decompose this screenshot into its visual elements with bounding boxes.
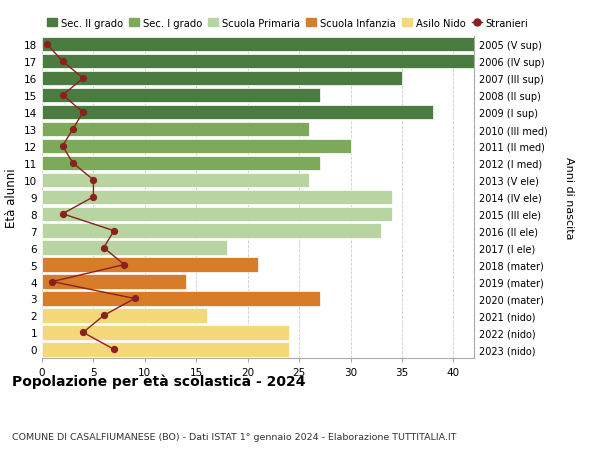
Y-axis label: Anni di nascita: Anni di nascita [564,156,574,239]
Bar [42,140,350,154]
Bar [42,123,310,137]
Text: Popolazione per età scolastica - 2024: Popolazione per età scolastica - 2024 [12,373,305,388]
Point [79,75,88,83]
Point [68,160,77,167]
Point [119,261,129,269]
Point [58,92,67,100]
Point [89,177,98,184]
Bar [42,258,258,272]
Point [79,329,88,336]
Bar [42,241,227,255]
Bar [42,72,402,86]
Bar [42,325,289,340]
Point [58,58,67,66]
Point [47,278,57,285]
Legend: Sec. II grado, Sec. I grado, Scuola Primaria, Scuola Infanzia, Asilo Nido, Stran: Sec. II grado, Sec. I grado, Scuola Prim… [47,18,529,28]
Point [109,228,119,235]
Point [130,295,139,302]
Bar [42,157,320,171]
Bar [42,55,474,69]
Bar [42,190,392,205]
Bar [42,342,289,357]
Bar [42,207,392,221]
Bar [42,38,474,52]
Bar [42,89,320,103]
Bar [42,106,433,120]
Point [109,346,119,353]
Point [58,143,67,150]
Point [99,245,109,252]
Y-axis label: Età alunni: Età alunni [5,168,19,227]
Bar [42,275,186,289]
Bar [42,291,320,306]
Point [79,109,88,117]
Bar [42,308,206,323]
Bar [42,224,382,238]
Point [68,126,77,134]
Point [43,41,52,49]
Text: COMUNE DI CASALFIUMANESE (BO) - Dati ISTAT 1° gennaio 2024 - Elaborazione TUTTIT: COMUNE DI CASALFIUMANESE (BO) - Dati IST… [12,431,457,441]
Point [58,211,67,218]
Point [89,194,98,201]
Point [99,312,109,319]
Bar [42,173,310,188]
